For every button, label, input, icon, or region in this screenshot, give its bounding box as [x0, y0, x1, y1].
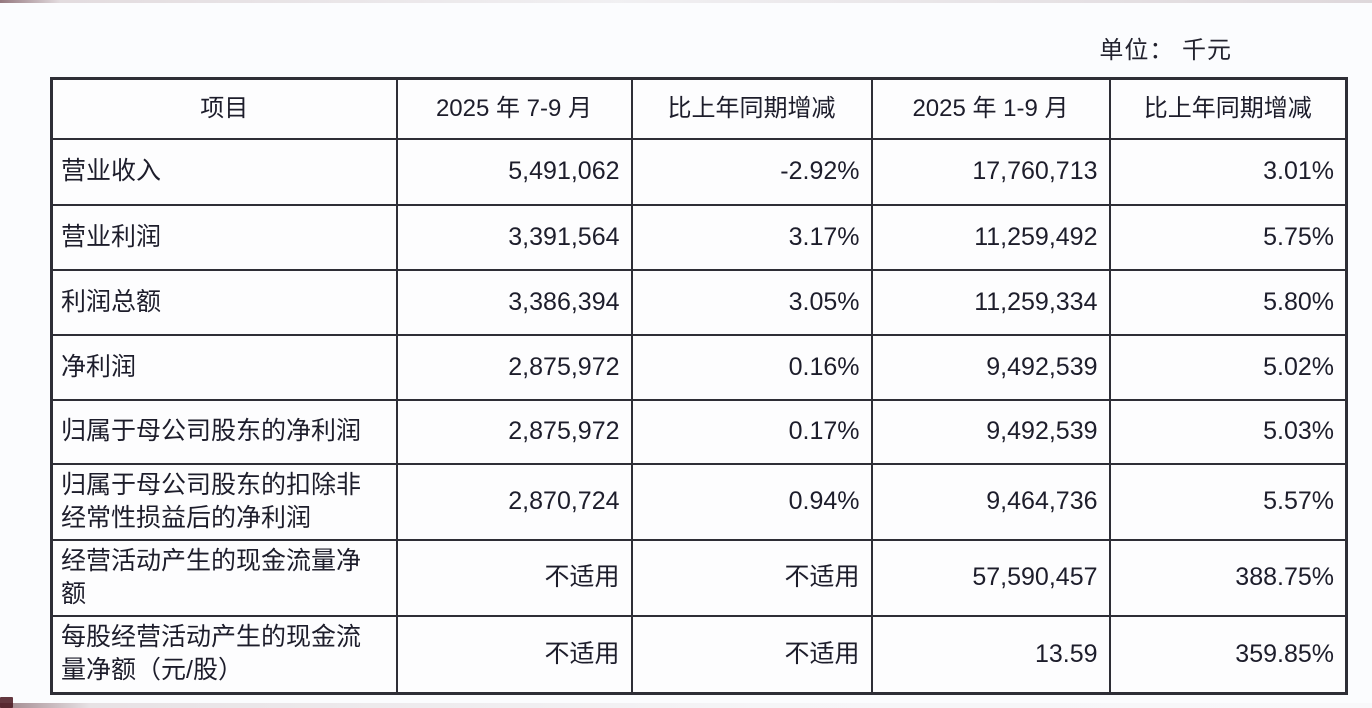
column-header-item: 项目 [50, 77, 398, 140]
q3-yoy: 0.17% [630, 398, 873, 465]
q3-value: 不适用 [395, 614, 633, 695]
ytd-value: 11,259,334 [870, 268, 1111, 336]
row-item-label: 经营活动产生的现金流量净额 [50, 538, 398, 617]
bottom-left-corner-artifact [0, 697, 13, 708]
table-row-total-profit: 利润总额 3,386,394 3.05% 11,259,334 5.80% [50, 268, 1348, 336]
unit-label: 单位： 千元 [1099, 37, 1232, 64]
ytd-value: 11,259,492 [870, 203, 1111, 271]
table-row-operating-profit: 营业利润 3,391,564 3.17% 11,259,492 5.75% [50, 203, 1348, 271]
ytd-yoy: 5.80% [1108, 268, 1348, 336]
q3-value: 不适用 [395, 538, 633, 617]
ytd-yoy: 5.57% [1108, 462, 1348, 541]
ytd-yoy: 3.01% [1108, 137, 1348, 206]
q3-yoy: 0.94% [630, 462, 873, 541]
ytd-yoy: 5.03% [1108, 398, 1348, 465]
row-item-label: 营业利润 [50, 203, 398, 271]
q3-yoy: 不适用 [630, 614, 873, 695]
ytd-yoy: 5.02% [1108, 333, 1348, 401]
q3-yoy: 3.05% [630, 268, 873, 336]
ytd-value: 13.59 [870, 614, 1111, 695]
q3-yoy: -2.92% [630, 137, 873, 206]
row-item-label: 净利润 [50, 333, 398, 401]
row-item-label: 归属于母公司股东的扣除非经常性损益后的净利润 [50, 462, 398, 541]
ytd-value: 17,760,713 [870, 137, 1111, 206]
q3-value: 3,386,394 [395, 268, 633, 336]
table-row-operating-cash-flow: 经营活动产生的现金流量净额 不适用 不适用 57,590,457 388.75% [50, 538, 1348, 617]
q3-value: 2,875,972 [395, 333, 633, 401]
table-row-operating-cash-flow-per-share: 每股经营活动产生的现金流量净额（元/股） 不适用 不适用 13.59 359.8… [50, 614, 1348, 695]
table-row-net-profit-to-parent: 归属于母公司股东的净利润 2,875,972 0.17% 9,492,539 5… [50, 398, 1348, 465]
ytd-yoy: 388.75% [1108, 538, 1348, 617]
row-item-label: 每股经营活动产生的现金流量净额（元/股） [50, 614, 398, 695]
q3-value: 2,875,972 [395, 398, 633, 465]
ytd-value: 9,464,736 [870, 462, 1111, 541]
q3-value: 2,870,724 [395, 462, 633, 541]
q3-value: 5,491,062 [395, 137, 633, 206]
row-item-label: 归属于母公司股东的净利润 [50, 398, 398, 465]
bottom-edge-artifact [0, 703, 1372, 708]
q3-yoy: 0.16% [630, 333, 873, 401]
table-header-row: 项目 2025 年 7-9 月 比上年同期增减 2025 年 1-9 月 比上年… [50, 77, 1348, 140]
q3-yoy: 3.17% [630, 203, 873, 271]
ytd-value: 57,590,457 [870, 538, 1111, 617]
top-edge-artifact [0, 0, 1372, 3]
column-header-ytd-yoy: 比上年同期增减 [1108, 77, 1348, 140]
column-header-q3-yoy: 比上年同期增减 [630, 77, 873, 140]
q3-yoy: 不适用 [630, 538, 873, 617]
financial-summary-table: 项目 2025 年 7-9 月 比上年同期增减 2025 年 1-9 月 比上年… [50, 77, 1348, 695]
table-row-revenue: 营业收入 5,491,062 -2.92% 17,760,713 3.01% [50, 137, 1348, 206]
ytd-value: 9,492,539 [870, 333, 1111, 401]
row-item-label: 利润总额 [50, 268, 398, 336]
q3-value: 3,391,564 [395, 203, 633, 271]
ytd-yoy: 359.85% [1108, 614, 1348, 695]
table-row-net-profit-excl-nonrecurring: 归属于母公司股东的扣除非经常性损益后的净利润 2,870,724 0.94% 9… [50, 462, 1348, 541]
ytd-yoy: 5.75% [1108, 203, 1348, 271]
column-header-ytd-period: 2025 年 1-9 月 [870, 77, 1111, 140]
row-item-label: 营业收入 [50, 137, 398, 206]
column-header-q3-period: 2025 年 7-9 月 [395, 77, 633, 140]
table-row-net-profit: 净利润 2,875,972 0.16% 9,492,539 5.02% [50, 333, 1348, 401]
ytd-value: 9,492,539 [870, 398, 1111, 465]
